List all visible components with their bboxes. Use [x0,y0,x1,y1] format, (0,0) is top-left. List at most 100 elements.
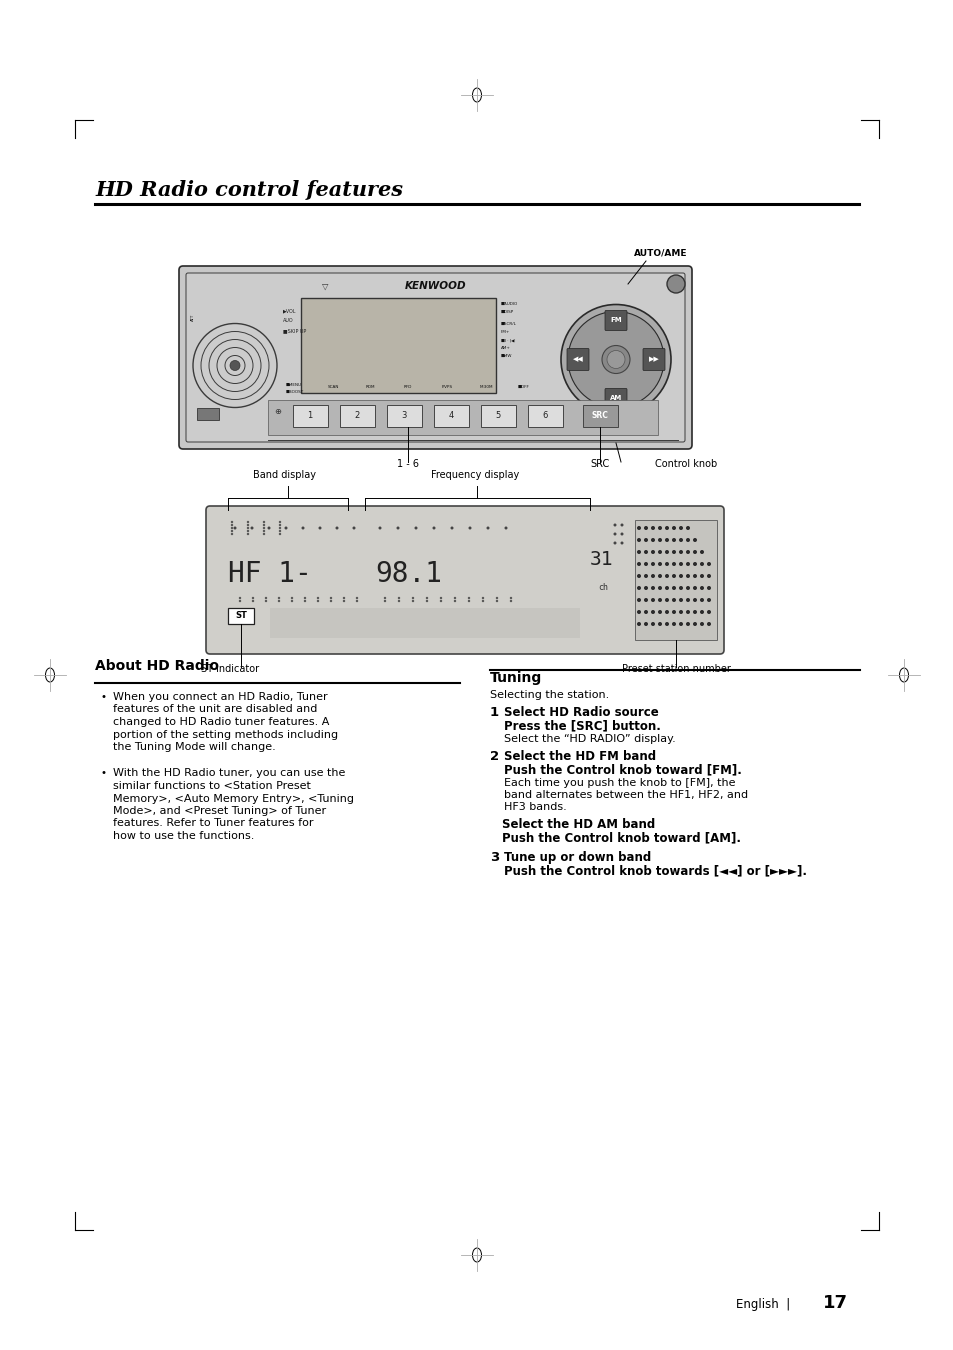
Circle shape [643,586,647,590]
Text: With the HD Radio tuner, you can use the: With the HD Radio tuner, you can use the [112,768,345,779]
Text: Each time you push the knob to [FM], the: Each time you push the knob to [FM], the [503,778,735,788]
Text: SRC: SRC [590,459,609,468]
Circle shape [650,526,655,531]
Bar [387,405,421,427]
Circle shape [706,574,710,578]
Circle shape [504,526,507,529]
Circle shape [692,586,697,590]
Text: ■SCR/L: ■SCR/L [500,323,517,325]
Circle shape [664,549,668,553]
Text: band alternates between the HF1, HF2, and: band alternates between the HF1, HF2, an… [503,790,747,801]
Circle shape [330,599,332,602]
Text: 4: 4 [448,412,453,420]
FancyBboxPatch shape [642,348,664,370]
Text: how to use the functions.: how to use the functions. [112,832,254,841]
Circle shape [265,599,267,602]
Circle shape [692,610,697,614]
Text: •: • [101,768,107,779]
Text: 3: 3 [401,412,406,420]
Circle shape [262,521,265,524]
Circle shape [706,622,710,626]
Text: ◀◀: ◀◀ [572,356,583,363]
Circle shape [671,622,676,626]
Circle shape [233,526,236,529]
Circle shape [251,526,253,529]
Circle shape [637,539,640,541]
Circle shape [277,597,280,599]
Text: AM+: AM+ [500,346,511,350]
Circle shape [613,541,616,544]
Circle shape [467,597,470,599]
Circle shape [685,598,689,602]
Circle shape [606,351,624,369]
Text: Control knob: Control knob [655,459,717,468]
Text: HD Radio control features: HD Radio control features [95,180,402,200]
Circle shape [664,539,668,541]
Circle shape [706,598,710,602]
Circle shape [679,622,682,626]
Text: Select the HD AM band: Select the HD AM band [501,818,655,832]
Text: M.30M: M.30M [479,385,493,389]
Text: features of the unit are disabled and: features of the unit are disabled and [112,705,317,714]
Bar [301,298,496,393]
Circle shape [481,597,484,599]
Circle shape [267,526,271,529]
Text: Push the Control knob toward [FM].: Push the Control knob toward [FM]. [503,763,741,776]
Circle shape [303,599,306,602]
Circle shape [412,599,414,602]
Circle shape [679,574,682,578]
Circle shape [383,599,386,602]
Circle shape [679,526,682,531]
Text: Mode>, and <Preset Tuning> of Tuner: Mode>, and <Preset Tuning> of Tuner [112,806,326,815]
Circle shape [643,598,647,602]
Text: ■BOOST: ■BOOST [286,390,304,394]
Circle shape [303,597,306,599]
Circle shape [468,526,471,529]
Circle shape [342,599,345,602]
Circle shape [355,597,357,599]
Circle shape [265,597,267,599]
Circle shape [706,586,710,590]
Text: HF3 bands.: HF3 bands. [503,802,566,811]
Circle shape [685,622,689,626]
Circle shape [247,533,249,535]
Bar [480,405,516,427]
Text: ■AUDIO: ■AUDIO [500,302,517,306]
Circle shape [650,622,655,626]
Circle shape [412,597,414,599]
Circle shape [685,586,689,590]
Circle shape [342,597,345,599]
Circle shape [658,586,661,590]
Circle shape [637,610,640,614]
Text: ST indicator: ST indicator [201,664,259,674]
Circle shape [658,598,661,602]
Circle shape [685,610,689,614]
Circle shape [679,610,682,614]
Text: ch: ch [598,583,607,593]
Text: ■SKIP UP: ■SKIP UP [283,328,306,333]
Circle shape [277,599,280,602]
Bar [293,405,328,427]
Circle shape [238,599,241,602]
Circle shape [650,610,655,614]
Text: RFD: RFD [403,385,412,389]
Circle shape [454,597,456,599]
Circle shape [700,622,703,626]
Circle shape [671,526,676,531]
Circle shape [278,521,281,524]
FancyBboxPatch shape [179,266,691,450]
Circle shape [671,598,676,602]
Circle shape [650,598,655,602]
Text: When you connect an HD Radio, Tuner: When you connect an HD Radio, Tuner [112,693,327,702]
Circle shape [262,524,265,527]
Text: ▶▶: ▶▶ [648,356,659,363]
Text: Tune up or down band: Tune up or down band [503,850,651,864]
Circle shape [230,360,240,370]
Text: SCAN: SCAN [328,385,339,389]
Circle shape [439,599,442,602]
Text: the Tuning Mode will change.: the Tuning Mode will change. [112,743,275,752]
Circle shape [692,622,697,626]
Circle shape [679,539,682,541]
Circle shape [706,610,710,614]
Circle shape [679,562,682,566]
